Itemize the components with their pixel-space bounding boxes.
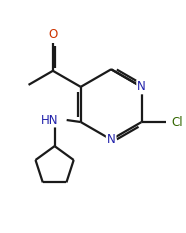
Text: O: O xyxy=(48,28,57,41)
Text: HN: HN xyxy=(41,113,59,127)
Text: N: N xyxy=(107,133,116,146)
Text: N: N xyxy=(137,80,146,93)
Text: Cl: Cl xyxy=(172,116,183,129)
